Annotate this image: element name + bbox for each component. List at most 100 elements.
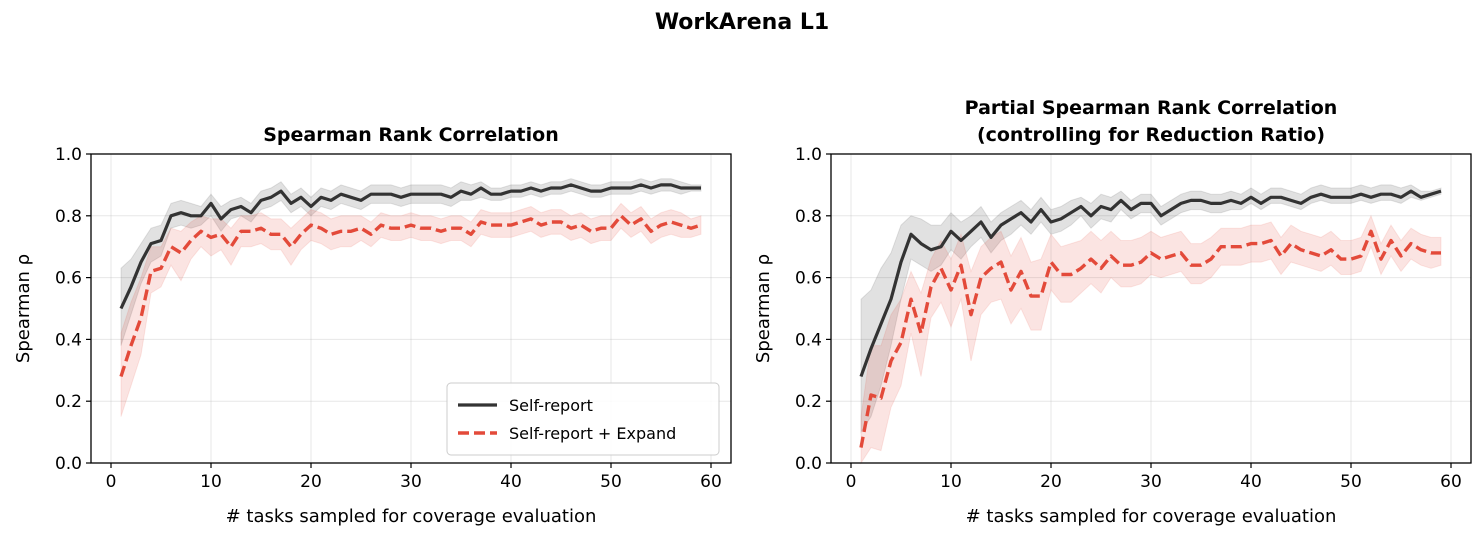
data-point — [170, 246, 172, 248]
legend-label-self-report: Self-report — [509, 396, 593, 415]
data-point — [360, 199, 362, 201]
data-point — [610, 187, 612, 189]
data-point — [1030, 295, 1032, 297]
data-point — [1120, 264, 1122, 266]
x-tick-label: 30 — [400, 472, 422, 492]
data-point — [230, 246, 232, 248]
data-point — [1400, 196, 1402, 198]
data-point — [1230, 246, 1232, 248]
data-point — [1180, 252, 1182, 254]
data-point — [180, 252, 182, 254]
data-point — [560, 221, 562, 223]
chart-panel-2: 0 10 20 30 40 50 60 0.0 0.2 0.4 0.6 0.8 1.0 # tasks s… — [753, 97, 1472, 527]
data-point — [1110, 255, 1112, 257]
series-line-self-report — [119, 183, 701, 310]
data-point — [1440, 190, 1442, 192]
data-point — [290, 246, 292, 248]
data-point — [1250, 196, 1252, 198]
data-point — [1340, 258, 1342, 260]
data-point — [400, 196, 402, 198]
data-point — [260, 199, 262, 201]
chart-title: Partial Spearman Rank Correlation — [965, 97, 1338, 119]
data-point — [860, 446, 862, 448]
data-point — [300, 233, 302, 235]
data-point — [690, 187, 692, 189]
confidence-band-self-report — [120, 178, 702, 346]
data-point — [1270, 239, 1272, 241]
data-point — [210, 202, 212, 204]
series-line-self-report — [859, 189, 1442, 378]
data-point — [360, 227, 362, 229]
data-point — [450, 196, 452, 198]
data-point — [1090, 258, 1092, 260]
data-point — [530, 187, 532, 189]
data-point — [1080, 205, 1082, 207]
data-point — [1190, 264, 1192, 266]
data-point — [1040, 295, 1042, 297]
data-point — [140, 317, 142, 319]
data-point — [320, 196, 322, 198]
data-point — [630, 187, 632, 189]
data-point — [330, 199, 332, 201]
data-point — [290, 202, 292, 204]
data-point — [120, 375, 122, 377]
data-point — [700, 187, 702, 189]
data-point — [1050, 221, 1052, 223]
data-point — [540, 190, 542, 192]
data-point — [950, 289, 952, 291]
data-point — [1000, 261, 1002, 263]
data-point — [690, 227, 692, 229]
data-point — [520, 190, 522, 192]
data-point — [650, 187, 652, 189]
data-point — [1270, 196, 1272, 198]
x-tick-label: 60 — [700, 472, 722, 492]
data-point — [1050, 261, 1052, 263]
data-point — [900, 341, 902, 343]
data-point — [620, 215, 622, 217]
data-point — [470, 233, 472, 235]
data-point — [640, 218, 642, 220]
y-tick-label: 1.0 — [55, 145, 82, 165]
data-point — [380, 193, 382, 195]
data-point — [1130, 208, 1132, 210]
data-point — [370, 233, 372, 235]
data-point — [1240, 246, 1242, 248]
x-axis-label: # tasks sampled for coverage evaluation — [226, 506, 597, 527]
data-point — [430, 227, 432, 229]
data-point — [640, 184, 642, 186]
data-point — [140, 261, 142, 263]
data-point — [280, 233, 282, 235]
x-tick-label: 10 — [200, 472, 222, 492]
data-point — [1000, 224, 1002, 226]
data-point — [460, 190, 462, 192]
data-point — [1010, 218, 1012, 220]
data-point — [1160, 215, 1162, 217]
data-point — [460, 227, 462, 229]
data-point — [130, 286, 132, 288]
data-point — [870, 348, 872, 350]
legend-label-self-report-expand: Self-report + Expand — [509, 424, 676, 443]
data-point — [1280, 255, 1282, 257]
data-point — [1200, 264, 1202, 266]
data-point — [1150, 252, 1152, 254]
data-point — [1350, 258, 1352, 260]
data-point — [580, 224, 582, 226]
data-point — [1200, 199, 1202, 201]
y-tick-label: 0.8 — [795, 207, 822, 227]
data-point — [870, 394, 872, 396]
x-tick-label: 40 — [500, 472, 522, 492]
data-point — [250, 212, 252, 214]
data-point — [930, 249, 932, 251]
data-point — [970, 314, 972, 316]
data-point — [450, 227, 452, 229]
x-tick-label: 40 — [1240, 472, 1262, 492]
data-point — [1070, 212, 1072, 214]
data-point — [220, 233, 222, 235]
data-point — [410, 224, 412, 226]
data-point — [440, 230, 442, 232]
data-point — [220, 218, 222, 220]
data-point — [170, 215, 172, 217]
data-point — [1220, 246, 1222, 248]
data-point — [910, 233, 912, 235]
data-point — [420, 227, 422, 229]
